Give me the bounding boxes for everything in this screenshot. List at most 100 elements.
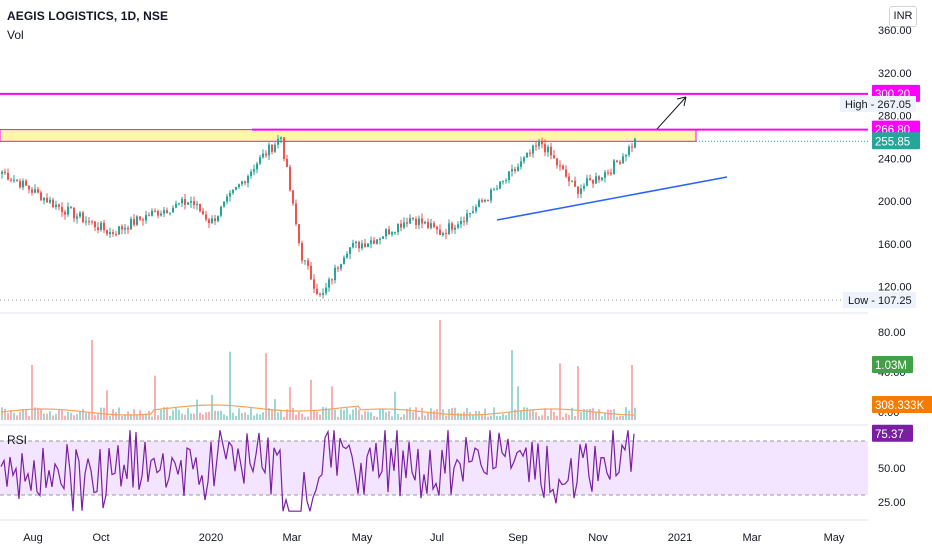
candle-body: [460, 220, 462, 225]
volume-bar: [127, 411, 129, 420]
candle: [79, 211, 81, 219]
candle-body: [439, 229, 441, 236]
volume-bar: [472, 415, 474, 420]
candle: [481, 198, 483, 203]
volume-bar: [253, 415, 255, 420]
volume-bar: [490, 415, 492, 420]
arrow-head: [676, 96, 687, 107]
candle: [271, 144, 273, 155]
candle: [574, 176, 576, 188]
volume-bar: [376, 416, 378, 420]
candle: [214, 214, 216, 225]
candle-body: [445, 233, 447, 235]
candle: [403, 217, 405, 230]
candle: [487, 199, 489, 202]
price-tick-label: 320.00: [878, 68, 912, 80]
candle-body: [475, 206, 477, 212]
candle: [280, 136, 282, 144]
candle-body: [310, 265, 312, 280]
volume-tick-label: 80.00: [878, 327, 906, 339]
candle: [349, 247, 351, 260]
candle-body: [202, 211, 204, 215]
candle-body: [466, 213, 468, 222]
candle-body: [604, 172, 606, 178]
candle-body: [499, 181, 501, 189]
candle: [286, 154, 288, 168]
candle: [100, 221, 102, 232]
volume-bar: [172, 410, 174, 420]
volume-bar: [289, 387, 291, 420]
candle-body: [484, 200, 486, 202]
volume-bar: [226, 415, 228, 420]
candle-body: [430, 223, 432, 228]
candle-body: [559, 165, 561, 167]
candle-body: [580, 188, 582, 194]
candle-body: [52, 199, 54, 208]
candle-body: [334, 267, 336, 281]
candle-body: [574, 180, 576, 187]
volume-ma-badge-text: 308.333K: [875, 400, 925, 412]
candle: [382, 236, 384, 239]
candle-body: [10, 179, 12, 181]
currency-button[interactable]: INR: [889, 6, 917, 27]
candle-body: [289, 166, 291, 191]
volume-bar: [460, 413, 462, 420]
candle-body: [229, 192, 231, 197]
candle-body: [331, 279, 333, 281]
candle: [130, 216, 132, 230]
volume-bar: [562, 416, 564, 420]
volume-bar: [343, 410, 345, 420]
candle-body: [568, 176, 570, 182]
candle: [142, 217, 144, 226]
volume-bar: [529, 409, 531, 420]
volume-bar: [526, 407, 528, 420]
rsi-badge-text: 75.37: [875, 429, 904, 441]
candle-body: [325, 287, 327, 294]
volume-bar: [586, 409, 588, 420]
candle: [541, 137, 543, 149]
time-axis-label: Jul: [430, 532, 444, 544]
candle: [277, 134, 279, 149]
volume-bar: [85, 412, 87, 420]
candle-body: [256, 163, 258, 170]
volume-bar: [322, 407, 324, 420]
candle-body: [322, 293, 324, 295]
volume-bar: [469, 412, 471, 420]
candle: [619, 159, 621, 165]
candle: [247, 174, 249, 188]
candle: [361, 240, 363, 251]
candle-body: [190, 201, 192, 203]
volume-bar: [73, 415, 75, 420]
candle: [151, 208, 153, 217]
rsi-tick-label: 50.00: [878, 463, 906, 475]
volume-bar: [154, 375, 156, 420]
volume-bar: [49, 411, 51, 420]
candle: [301, 240, 303, 264]
candle: [367, 242, 369, 248]
candle: [595, 172, 597, 184]
volume-bar: [58, 409, 60, 420]
volume-bar: [457, 412, 459, 420]
candle-body: [136, 216, 138, 225]
high-badge: High - 267.05: [840, 96, 916, 112]
projection-arrow: [656, 96, 687, 130]
candle-body: [217, 215, 219, 222]
candle: [592, 179, 594, 188]
candle-body: [577, 186, 579, 194]
volume-bar: [328, 408, 330, 420]
time-axis-label: Mar: [743, 532, 762, 544]
candle: [328, 277, 330, 292]
candle: [532, 144, 534, 158]
candle-body: [286, 158, 288, 167]
candle-body: [595, 176, 597, 184]
volume-bar: [223, 414, 225, 420]
candle-body: [283, 137, 285, 159]
candle: [115, 230, 117, 237]
volume-bar: [604, 413, 606, 420]
time-axis-label: 2021: [668, 532, 692, 544]
candle: [364, 238, 366, 248]
candle: [544, 139, 546, 157]
candle: [340, 263, 342, 272]
candle-body: [184, 199, 186, 205]
